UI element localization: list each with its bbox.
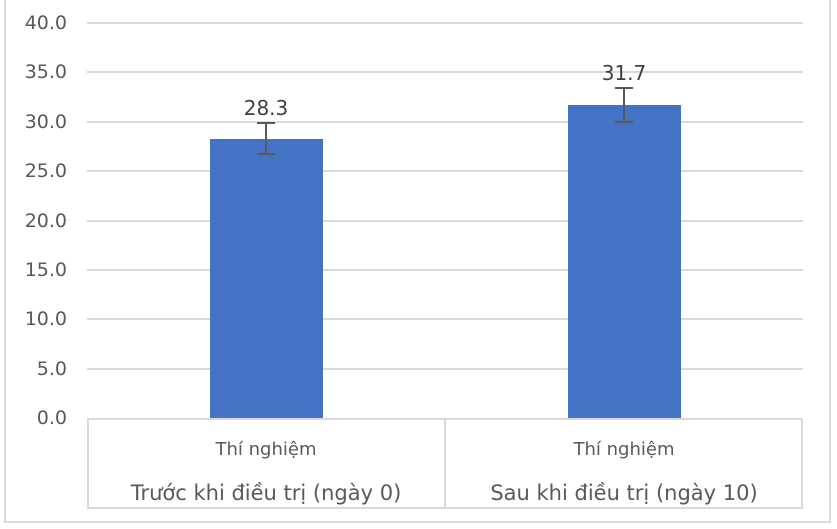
error-bar-line (623, 88, 625, 122)
gridline (87, 367, 803, 370)
error-bar-cap (257, 153, 275, 156)
y-tick-label: 35.0 (24, 61, 67, 84)
data-label: 31.7 (601, 61, 647, 86)
gridline (87, 318, 803, 321)
gridline (87, 170, 803, 173)
bar (567, 104, 681, 418)
y-tick-label: 40.0 (24, 12, 67, 34)
y-tick-label: 10.0 (24, 308, 67, 331)
category-group-label: Sau khi điều trị (ngày 10) (490, 481, 758, 505)
category-group-label: Trước khi điều trị (ngày 0) (130, 481, 402, 505)
y-tick-label: 25.0 (24, 160, 67, 183)
error-bar-cap (615, 87, 633, 90)
y-tick-label: 20.0 (24, 209, 67, 232)
bar (209, 138, 323, 418)
gridline (87, 219, 803, 222)
gridline (87, 22, 803, 24)
y-tick-label: 15.0 (24, 258, 67, 281)
error-bar-cap (257, 121, 275, 124)
error-bar-cap (615, 120, 633, 123)
gridline (87, 268, 803, 271)
error-bar-line (265, 122, 267, 155)
category-divider (444, 418, 446, 509)
category-series-label: Thí nghiệm (215, 439, 317, 460)
category-series-label: Thí nghiệm (573, 439, 675, 460)
y-tick-label: 5.0 (36, 357, 67, 380)
gridline (87, 120, 803, 123)
y-tick-label: 0.0 (36, 407, 67, 429)
gridline (87, 71, 803, 74)
y-tick-label: 30.0 (24, 110, 67, 133)
data-label: 28.3 (243, 95, 289, 120)
